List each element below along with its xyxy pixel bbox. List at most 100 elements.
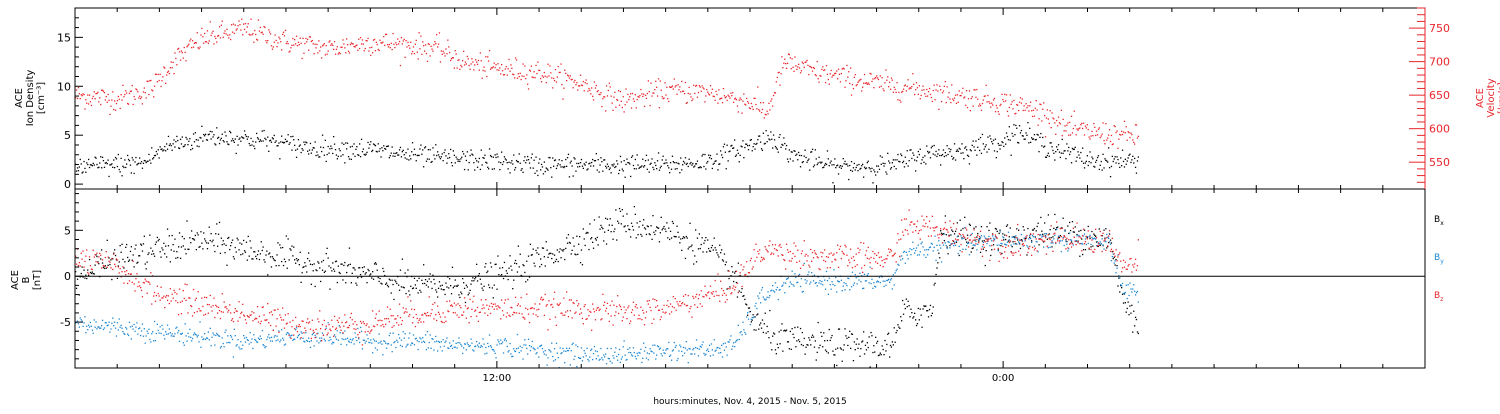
ion-density-point <box>152 158 154 160</box>
bz-point <box>375 313 377 315</box>
velocity-point <box>77 87 80 89</box>
bz-point <box>194 299 196 301</box>
bx-point <box>273 259 275 261</box>
bx-point <box>443 289 445 291</box>
velocity-point <box>124 93 126 96</box>
bx-point <box>394 279 396 281</box>
ion-density-point <box>278 142 280 144</box>
ion-density-point <box>513 154 515 156</box>
bx-point <box>843 344 845 346</box>
ion-density-point <box>927 150 929 153</box>
ion-density-point <box>473 162 475 164</box>
by-point <box>1026 245 1028 247</box>
ion-density-point <box>636 154 638 156</box>
by-point <box>682 355 684 357</box>
velocity-point <box>463 64 466 66</box>
ion-density-point <box>832 182 834 184</box>
bz-point <box>385 323 387 325</box>
velocity-point <box>1079 127 1081 129</box>
by-point <box>359 326 362 329</box>
by-point <box>294 338 296 340</box>
ion-density-point <box>75 170 78 172</box>
bx-point <box>1032 229 1035 231</box>
by-point <box>701 344 703 346</box>
bx-point <box>727 270 729 272</box>
velocity-point <box>586 83 588 85</box>
by-point <box>302 337 304 339</box>
ion-density-point <box>486 162 488 164</box>
ion-density-point <box>645 154 648 156</box>
ion-density-point <box>720 150 722 152</box>
bx-point <box>869 366 871 368</box>
ion-density-point <box>99 162 101 164</box>
by-point <box>153 340 155 342</box>
ion-density-point <box>790 151 792 153</box>
by-point <box>372 352 374 354</box>
bx-point <box>257 250 260 252</box>
by-point <box>120 324 122 326</box>
bx-point <box>511 269 513 271</box>
velocity-point <box>657 78 660 80</box>
bx-point <box>130 246 132 248</box>
bz-point <box>184 283 186 285</box>
velocity-point <box>107 93 109 96</box>
ion-density-point <box>644 160 647 162</box>
bx-point <box>703 242 705 244</box>
bx-point <box>1027 227 1029 230</box>
velocity-point <box>556 76 558 78</box>
ion-density-point <box>357 154 359 156</box>
velocity-point <box>339 53 341 55</box>
by-point <box>836 291 838 293</box>
by-point <box>411 342 414 345</box>
by-point <box>399 344 402 347</box>
velocity-point <box>481 77 483 79</box>
ion-density-point <box>953 143 956 145</box>
bx-point <box>911 312 913 314</box>
velocity-point <box>1031 110 1033 112</box>
ion-density-point <box>414 153 416 156</box>
bx-point <box>96 255 98 258</box>
bx-point <box>676 225 678 227</box>
by-point <box>854 274 856 276</box>
bz-point <box>363 323 365 325</box>
velocity-point <box>875 77 877 79</box>
velocity-point <box>370 54 372 56</box>
velocity-point <box>578 85 580 87</box>
bx-point <box>551 257 553 260</box>
ion-density-point <box>553 165 555 167</box>
velocity-point <box>991 102 993 104</box>
velocity-point <box>641 93 643 95</box>
by-point <box>865 280 868 282</box>
bz-point <box>283 327 286 329</box>
bx-point <box>1093 233 1095 235</box>
bx-point <box>570 253 572 255</box>
velocity-point <box>966 90 968 92</box>
by-point <box>295 327 298 329</box>
velocity-point <box>1039 103 1041 105</box>
ion-density-point <box>788 149 790 151</box>
ion-density-point <box>900 153 902 155</box>
bx-point <box>973 227 975 229</box>
velocity-point <box>951 84 953 86</box>
ion-density-point <box>606 163 609 165</box>
ion-density-point <box>198 145 200 148</box>
velocity-point <box>88 94 91 96</box>
velocity-point <box>163 66 165 68</box>
bz-point <box>96 252 98 254</box>
by-point <box>718 352 720 354</box>
ion-density-point <box>433 154 435 156</box>
by-point <box>417 348 419 351</box>
velocity-point <box>541 75 544 77</box>
by-point <box>199 321 201 323</box>
ion-density-point <box>352 153 354 155</box>
bx-point <box>307 257 309 260</box>
velocity-point <box>871 80 873 83</box>
velocity-point <box>371 46 373 48</box>
ion-density-point <box>727 160 729 162</box>
bx-point <box>729 286 731 288</box>
by-point <box>996 244 998 246</box>
by-point <box>1098 243 1100 245</box>
velocity-point <box>88 103 90 105</box>
velocity-point <box>873 87 875 89</box>
by-point <box>259 335 261 337</box>
